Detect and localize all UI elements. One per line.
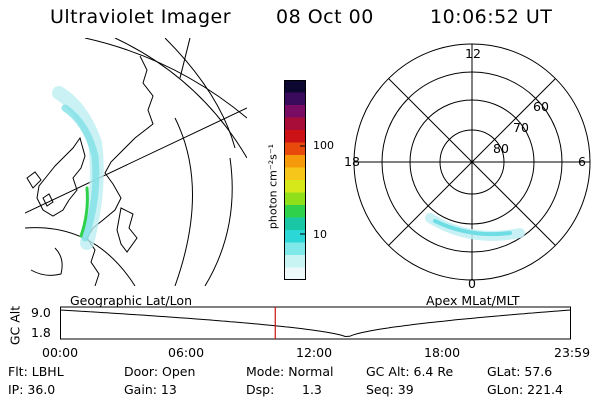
timeline-x-tick-1: 06:00: [168, 345, 205, 360]
colorbar-tick-100: 100: [313, 139, 334, 152]
dsp-value: 1.3: [302, 382, 322, 397]
mlat-label-70: 70: [513, 120, 529, 135]
coastline: [30, 247, 63, 276]
door-status: Door: Open: [124, 364, 196, 379]
mlt-label-18: 18: [344, 154, 360, 169]
latitude-arc: [204, 157, 233, 286]
timeline-y-tick-low: 1.8: [31, 325, 51, 340]
geographic-panel-label: Geographic Lat/Lon: [70, 293, 192, 308]
geographic-map-panel: [25, 38, 247, 286]
colorbar-cell: [284, 92, 306, 106]
timeline-y-axis-label: GC Alt: [7, 305, 23, 346]
colorbar-cell: [284, 180, 306, 193]
colorbar: [284, 80, 306, 280]
altitude-timeline: [60, 306, 572, 340]
glat-value: GLat: 57.6: [487, 364, 553, 379]
mlat-label-60: 60: [533, 99, 549, 114]
auroral-emission: [52, 86, 104, 250]
colorbar-cell: [284, 117, 306, 131]
latitude-arc: [114, 38, 247, 159]
island-outline: [116, 207, 138, 253]
colorbar-unit-label: photon cm⁻²s⁻¹: [266, 143, 280, 230]
coastline: [86, 55, 154, 286]
gain-value: Gain: 13: [124, 382, 177, 397]
colorbar-cell: [284, 217, 306, 231]
dsp-label: Dsp:: [246, 382, 275, 397]
colorbar-cell: [284, 105, 306, 118]
colorbar-cell: [284, 255, 306, 268]
ip-value: IP: 36.0: [8, 382, 56, 397]
mode-value: Mode: Normal: [246, 364, 334, 379]
island-outline: [26, 171, 54, 207]
colorbar-cell: [284, 267, 306, 280]
latitude-arc: [174, 117, 193, 286]
colorbar-cell: [284, 130, 306, 143]
observation-date: 08 Oct 00: [276, 6, 374, 28]
longitude-line: [25, 107, 247, 214]
colorbar-cell: [284, 142, 306, 156]
seq-value: Seq: 39: [366, 382, 414, 397]
colorbar-cell: [284, 205, 306, 218]
timeline-y-tick-high: 9.0: [31, 305, 51, 320]
mlat-label-80: 80: [493, 141, 509, 156]
auroral-oval-emission: [425, 213, 525, 241]
colorbar-cell: [284, 192, 306, 206]
timeline-x-tick-4: 23:59: [554, 345, 591, 360]
glon-value: GLon: 221.4: [487, 382, 563, 397]
colorbar-cell: [284, 230, 306, 243]
colorbar-cell: [284, 80, 306, 93]
colorbar-tick-10: 10: [313, 228, 327, 241]
mlt-line-diag: [388, 78, 556, 246]
colorbar-cell: [284, 242, 306, 256]
timeline-x-tick-0: 00:00: [42, 345, 79, 360]
mlt-label-6: 6: [578, 154, 586, 169]
colorbar-cell: [284, 167, 306, 181]
gc-alt-value: GC Alt: 6.4 Re: [366, 364, 454, 379]
timeline-x-tick-2: 12:00: [296, 345, 333, 360]
latitude-arc: [164, 38, 236, 149]
colorbar-cell: [284, 155, 306, 168]
timeline-x-tick-3: 18:00: [424, 345, 461, 360]
magnetic-polar-panel: [353, 43, 591, 281]
island-outline: [36, 136, 86, 217]
magnetic-panel-label: Apex MLat/MLT: [426, 293, 520, 308]
longitude-line: [179, 38, 191, 79]
instrument-title: Ultraviolet Imager: [50, 6, 232, 28]
latitude-arc: [84, 38, 247, 119]
filter-value: Flt: LBHL: [8, 364, 64, 379]
altitude-curve: [60, 309, 572, 338]
mlt-label-12: 12: [465, 46, 481, 61]
observation-time: 10:06:52 UT: [430, 6, 553, 28]
mlt-label-0: 0: [468, 276, 476, 291]
